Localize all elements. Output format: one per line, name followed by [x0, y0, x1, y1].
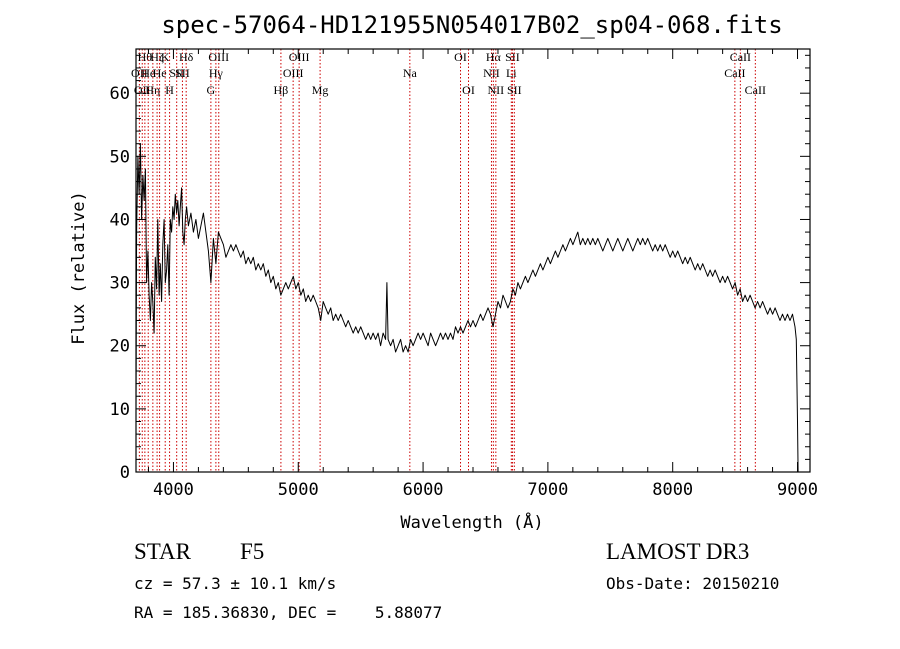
- x-tick-label: 4000: [153, 480, 194, 500]
- line-marker-layer: OIIOIIHθHeHηHζHeKHSIISIIHδGHγOIIIHβOIIIO…: [131, 49, 766, 472]
- line-marker-label: Hζ: [150, 50, 164, 64]
- line-marker-label: CaII: [730, 50, 751, 64]
- line-marker-label: NII: [483, 66, 500, 80]
- series-layer: [135, 143, 799, 473]
- line-marker-label: NII: [488, 83, 505, 97]
- line-marker-label: OIII: [283, 66, 304, 80]
- redshift-velocity: cz = 57.3 ± 10.1 km/s: [134, 574, 337, 593]
- plot-frame: [135, 48, 811, 473]
- y-tick-label: 30: [110, 274, 130, 294]
- object-class: STAR: [134, 539, 191, 564]
- spectrum-series-line: [135, 143, 799, 473]
- line-marker-label: OI: [462, 83, 475, 97]
- line-marker-label: Na: [403, 66, 418, 80]
- line-marker-label: OIII: [208, 50, 229, 64]
- line-marker-label: He: [153, 66, 167, 80]
- line-marker-label: H: [165, 83, 174, 97]
- line-marker-label: Hβ: [274, 83, 289, 97]
- line-marker-label: OI: [454, 50, 467, 64]
- object-subclass: F5: [240, 539, 265, 564]
- observation-date: Obs-Date: 20150210: [606, 574, 780, 593]
- line-marker-label: Hδ: [179, 50, 194, 64]
- x-tick-label: 5000: [278, 480, 319, 500]
- survey-name: LAMOST DR3: [606, 539, 750, 564]
- line-marker-label: OII: [131, 66, 148, 80]
- line-marker-label: SII: [507, 83, 522, 97]
- chart-title: spec-57064-HD121955N054017B02_sp04-068.f…: [161, 11, 782, 39]
- x-tick-label: 7000: [527, 480, 568, 500]
- y-tick-label: 50: [110, 147, 130, 167]
- y-tick-label: 60: [110, 84, 130, 104]
- line-marker-label: OIII: [289, 50, 310, 64]
- y-tick-label: 20: [110, 337, 130, 357]
- x-tick-label: 6000: [403, 480, 444, 500]
- line-marker-label: CaII: [724, 66, 745, 80]
- line-marker-label: Hγ: [209, 66, 224, 80]
- line-marker-label: K: [161, 50, 170, 64]
- y-axis-label: Flux (relative): [69, 191, 89, 345]
- sky-coordinates: RA = 185.36830, DEC = 5.88077: [134, 603, 443, 622]
- x-tick-label: 9000: [777, 480, 818, 500]
- line-marker-label: He: [141, 66, 155, 80]
- y-tick-label: 40: [110, 210, 130, 230]
- line-marker-label: G: [207, 83, 216, 97]
- line-marker-label: Li: [506, 66, 517, 80]
- line-marker-label: Mg: [312, 83, 329, 97]
- line-marker-label: CaII: [745, 83, 766, 97]
- line-marker-label: SII: [169, 66, 184, 80]
- line-marker-label: Hη: [145, 83, 160, 97]
- axes-layer: 4000 5000 6000 7000 8000 9000 0 10 20 30 40 50 60: [110, 48, 818, 500]
- line-marker-label: SII: [175, 66, 190, 80]
- y-tick-label: 10: [110, 400, 130, 420]
- line-marker-label: Hα: [486, 50, 502, 64]
- line-marker-label: SII: [505, 50, 520, 64]
- y-tick-label: 0: [120, 463, 130, 483]
- x-tick-label: 8000: [652, 480, 693, 500]
- x-axis-label: Wavelength (Å): [400, 511, 543, 533]
